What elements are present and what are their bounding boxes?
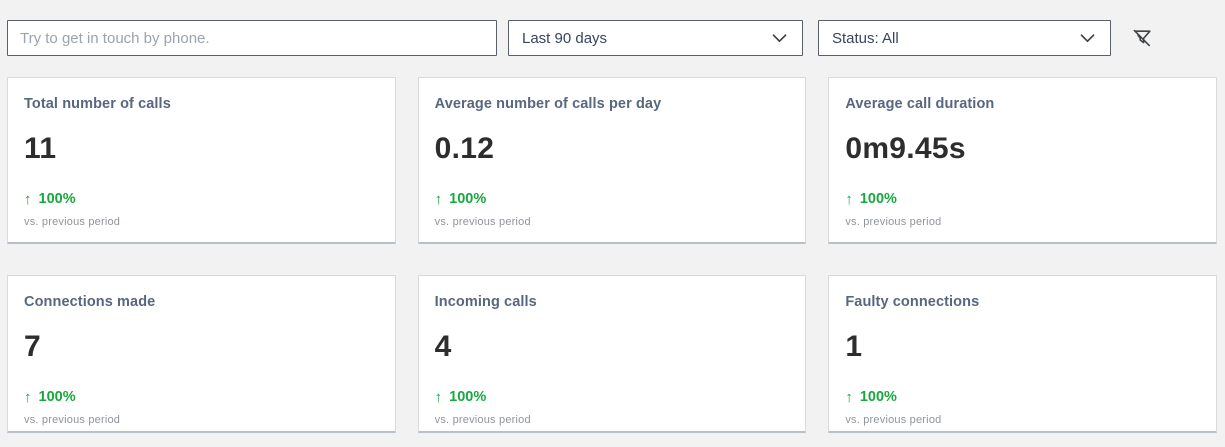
card-title: Faulty connections	[845, 294, 980, 310]
search-input[interactable]	[7, 20, 497, 56]
card-value: 4	[434, 330, 452, 363]
card-title: Incoming calls	[434, 294, 537, 310]
status-filter-value: Status: All	[832, 29, 899, 47]
card-title: Connections made	[24, 294, 156, 310]
filter-off-icon	[1133, 29, 1151, 47]
card-value: 1	[845, 330, 863, 363]
card-delta-value: 100%	[859, 389, 897, 405]
stats-card-grid: Total number of calls 11 ↑ 100% vs. prev…	[7, 77, 1217, 433]
card-delta: ↑ 100%	[435, 191, 790, 208]
trend-up-icon: ↑	[434, 191, 443, 208]
date-range-value: Last 90 days	[522, 29, 608, 47]
filters-toolbar: Last 90 days Status: All	[7, 20, 1217, 56]
date-range-select[interactable]: Last 90 days	[508, 20, 803, 56]
stat-card-avg-call-duration: Average call duration 0m9.45s ↑ 100% vs.…	[828, 77, 1217, 244]
card-value: 7	[24, 330, 41, 363]
trend-up-icon: ↑	[845, 389, 853, 406]
card-delta-value: 100%	[38, 191, 76, 207]
card-compare-label: vs. previous period	[434, 216, 531, 228]
clear-filters-button[interactable]	[1126, 22, 1158, 54]
stat-card-total-calls: Total number of calls 11 ↑ 100% vs. prev…	[7, 77, 396, 244]
card-title: Average number of calls per day	[434, 96, 662, 112]
card-title: Total number of calls	[24, 96, 171, 112]
stat-card-incoming-calls: Incoming calls 4 ↑ 100% vs. previous per…	[417, 275, 807, 433]
card-value: 0m9.45s	[845, 132, 966, 165]
card-delta: ↑ 100%	[845, 191, 1200, 208]
chevron-down-icon	[1080, 33, 1095, 42]
card-delta-value: 100%	[449, 389, 487, 405]
card-delta: ↑ 100%	[845, 389, 1200, 406]
card-value: 0.12	[434, 132, 495, 165]
card-delta-value: 100%	[859, 191, 897, 207]
stat-card-faulty-connections: Faulty connections 1 ↑ 100% vs. previous…	[828, 275, 1217, 433]
card-title: Average call duration	[845, 96, 995, 112]
card-delta: ↑ 100%	[24, 191, 379, 208]
status-filter-select[interactable]: Status: All	[818, 20, 1111, 56]
card-compare-label: vs. previous period	[845, 216, 942, 228]
card-delta-value: 100%	[38, 389, 76, 405]
stat-card-connections-made: Connections made 7 ↑ 100% vs. previous p…	[7, 275, 396, 433]
trend-up-icon: ↑	[24, 191, 32, 208]
trend-up-icon: ↑	[434, 389, 443, 406]
trend-up-icon: ↑	[24, 389, 32, 406]
card-value: 11	[24, 132, 57, 165]
card-compare-label: vs. previous period	[24, 216, 121, 228]
card-compare-label: vs. previous period	[24, 414, 121, 426]
card-delta: ↑ 100%	[435, 389, 790, 406]
card-delta: ↑ 100%	[24, 389, 379, 406]
chevron-down-icon	[772, 33, 787, 42]
card-compare-label: vs. previous period	[434, 414, 531, 426]
card-compare-label: vs. previous period	[845, 414, 942, 426]
stat-card-avg-calls-per-day: Average number of calls per day 0.12 ↑ 1…	[417, 77, 807, 244]
trend-up-icon: ↑	[845, 191, 853, 208]
card-delta-value: 100%	[449, 191, 487, 207]
